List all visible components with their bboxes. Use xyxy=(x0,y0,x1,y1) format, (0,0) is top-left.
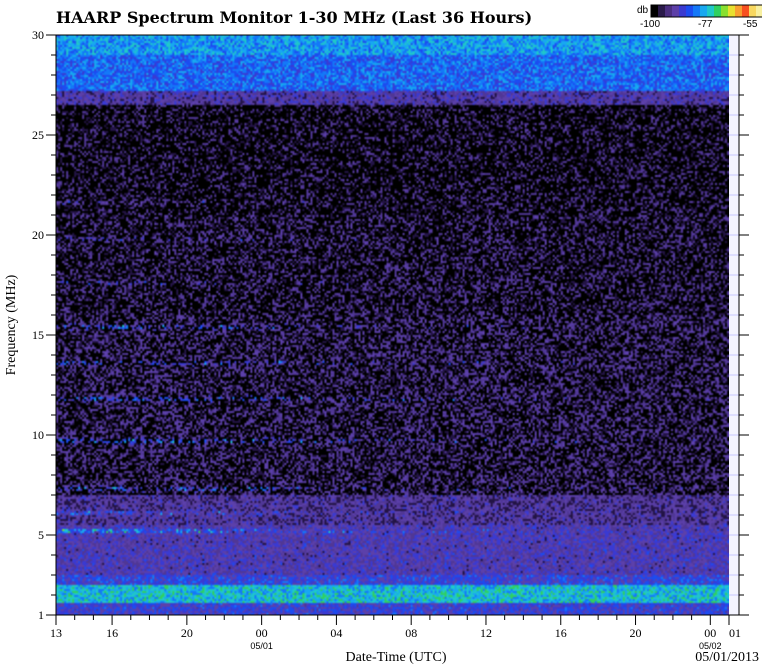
x-tick-label: 00 xyxy=(256,626,268,640)
colorbar-unit: db xyxy=(637,5,649,16)
x-tick-label: 13 xyxy=(50,626,62,640)
colorbar-mid-label: -77 xyxy=(698,19,713,30)
colorbar-swatch xyxy=(714,5,721,17)
colorbar-swatch xyxy=(679,5,686,17)
y-tick-label: 1 xyxy=(38,608,44,622)
colorbar-swatch xyxy=(742,5,749,17)
x-tick-label: 20 xyxy=(181,626,193,640)
date-stamp: 05/01/2013 xyxy=(695,650,759,665)
spectrogram-plot xyxy=(56,35,729,615)
x-date-label: 05/02 xyxy=(699,641,722,651)
colorbar-max-label: -55 xyxy=(743,19,758,30)
x-tick-label: 01 xyxy=(729,626,741,640)
colorbar-swatch xyxy=(693,5,700,17)
x-tick-label: 08 xyxy=(405,626,417,640)
colorbar-swatch xyxy=(749,5,756,17)
colorbar-swatch xyxy=(665,5,672,17)
colorbar: db -100 -77 -55 xyxy=(637,4,762,30)
colorbar-border xyxy=(650,4,762,18)
colorbar-swatch xyxy=(686,5,693,17)
plot-frame xyxy=(55,34,740,616)
colorbar-swatch xyxy=(658,5,665,17)
colorbar-swatch xyxy=(728,5,735,17)
y-tick-label: 20 xyxy=(32,228,44,242)
y-tick-label: 10 xyxy=(32,428,44,442)
colorbar-min-label: -100 xyxy=(640,19,660,30)
y-tick-label: 30 xyxy=(32,28,44,42)
x-axis-label: Date-Time (UTC) xyxy=(346,650,447,665)
y-axis-label: Frequency (MHz) xyxy=(4,274,19,375)
y-tick-label: 5 xyxy=(38,528,44,542)
x-axis: 13 16 20 00 04 08 12 16 20 00 01 05/01 05/02 xyxy=(50,615,741,651)
y-tick-label: 25 xyxy=(32,128,44,142)
x-tick-label: 20 xyxy=(630,626,642,640)
x-date-label: 05/01 xyxy=(250,641,273,651)
colorbar-swatch xyxy=(735,5,742,17)
colorbar-swatch xyxy=(672,5,679,17)
x-tick-label: 00 xyxy=(704,626,716,640)
right-margin-strip xyxy=(729,35,739,615)
x-tick-label: 12 xyxy=(480,626,492,640)
spectrogram-image xyxy=(56,35,729,615)
chart-title: HAARP Spectrum Monitor 1-30 MHz (Last 36… xyxy=(56,8,532,27)
colorbar-swatch xyxy=(756,5,762,17)
colorbar-swatch xyxy=(707,5,714,17)
x-tick-label: 04 xyxy=(330,626,342,640)
colorbar-swatch xyxy=(721,5,728,17)
x-tick-label: 16 xyxy=(555,626,567,640)
colorbar-swatch xyxy=(700,5,707,17)
x-tick-label: 16 xyxy=(106,626,118,640)
colorbar-swatch xyxy=(651,5,658,17)
y-tick-label: 15 xyxy=(32,328,44,342)
